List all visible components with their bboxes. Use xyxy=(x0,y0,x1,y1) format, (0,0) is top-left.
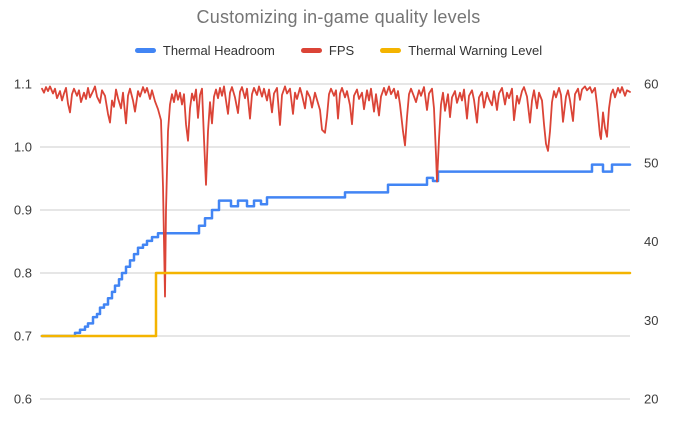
legend-label-thermal-warning-level: Thermal Warning Level xyxy=(408,43,543,58)
legend: Thermal Headroom FPS Thermal Warning Lev… xyxy=(0,43,677,58)
legend-label-thermal-headroom: Thermal Headroom xyxy=(162,43,275,58)
right-axis-tick-label: 40 xyxy=(644,234,658,249)
left-axis-tick-label: 0.9 xyxy=(14,203,32,218)
legend-item-fps[interactable]: FPS xyxy=(300,43,355,58)
right-axis-tick-label: 20 xyxy=(644,392,658,407)
left-axis-tick-label: 1.1 xyxy=(14,77,32,92)
right-axis-tick-label: 60 xyxy=(644,77,658,92)
fps-line xyxy=(41,85,631,298)
legend-label-fps: FPS xyxy=(328,43,355,58)
left-axis-tick-label: 0.7 xyxy=(14,329,32,344)
thermal-warning-level-line xyxy=(40,271,632,338)
left-axis-tick-label: 0.8 xyxy=(14,266,32,281)
fps-swatch-icon xyxy=(300,48,322,53)
chart-title: Customizing in-game quality levels xyxy=(196,7,481,27)
thermal-headroom-swatch-icon xyxy=(134,48,156,53)
right-axis-tick-label: 50 xyxy=(644,155,658,170)
right-axis-tick-label: 30 xyxy=(644,313,658,328)
left-axis-tick-label: 1.0 xyxy=(14,140,32,155)
thermal-headroom-line xyxy=(40,163,632,338)
thermal-warning-level-swatch-icon xyxy=(380,48,402,53)
legend-item-thermal-headroom[interactable]: Thermal Headroom xyxy=(134,43,275,58)
left-axis-tick-label: 0.6 xyxy=(14,392,32,407)
legend-item-thermal-warning-level[interactable]: Thermal Warning Level xyxy=(380,43,542,58)
